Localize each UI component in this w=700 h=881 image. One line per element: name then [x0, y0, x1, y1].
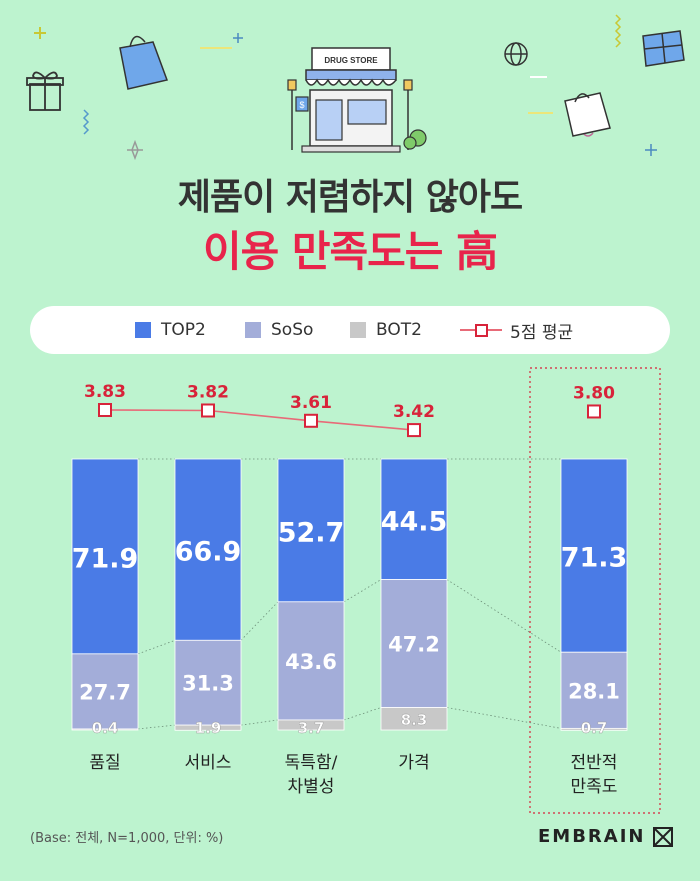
svg-text:$: $: [299, 100, 304, 110]
bar-bot2: [380, 707, 448, 731]
avg-label: 3.80: [573, 383, 615, 403]
legend-swatch-avg: [460, 322, 502, 338]
connector-line: [137, 724, 176, 730]
avg-label: 3.42: [393, 402, 435, 422]
legend-swatch-soso: [245, 322, 261, 338]
data-label-top2: 44.5: [381, 506, 448, 537]
legend-item-top2: TOP2: [135, 306, 206, 354]
category-label: 차별성: [288, 777, 335, 797]
data-label-soso: 28.1: [568, 679, 620, 703]
bar-soso: [277, 601, 345, 721]
embrain-logo: EMBRAIN: [538, 826, 674, 847]
avg-label: 3.61: [290, 393, 332, 413]
category-label: 전반적: [571, 753, 618, 773]
diamond-icon: [127, 139, 143, 161]
data-label-soso: 27.7: [79, 680, 131, 704]
bar-soso: [560, 651, 628, 729]
paper-bag-icon: [564, 92, 611, 137]
data-label-bot2: 3.7: [298, 719, 325, 737]
chart-legend: TOP2 SoSo BOT2 5점 평균: [30, 306, 670, 354]
category-label: 품질: [89, 753, 120, 773]
connector-line: [446, 707, 562, 729]
embrain-logo-icon: [653, 826, 674, 847]
avg-label: 3.82: [187, 382, 229, 402]
header-illustration: DRUG STORE $: [26, 14, 685, 161]
drug-store-icon: DRUG STORE $: [287, 47, 427, 153]
data-label-soso: 47.2: [388, 633, 440, 657]
data-label-bot2: 0.4: [92, 719, 119, 737]
avg-marker: [407, 423, 421, 438]
bar-top2: [380, 458, 448, 580]
connector-line: [343, 579, 382, 603]
sparkle-icon: [34, 27, 46, 39]
data-label-top2: 71.3: [561, 543, 628, 574]
legend-swatch-top2: [135, 322, 151, 338]
squiggle-icon: [82, 109, 90, 135]
bar-soso: [71, 653, 139, 730]
avg-marker: [304, 413, 318, 428]
legend-item-soso: SoSo: [245, 306, 313, 354]
bar-top2: [174, 458, 242, 641]
store-sign-text: DRUG STORE: [324, 56, 378, 65]
title-line1: 제품이 저렴하지 않아도: [177, 177, 523, 218]
gift-icon: [26, 71, 64, 111]
avg-line: [104, 409, 415, 431]
legend-item-bot2: BOT2: [350, 306, 422, 354]
legend-swatch-bot2: [350, 322, 366, 338]
squiggle-icon: [614, 14, 622, 48]
connector-line: [137, 639, 176, 655]
category-label: 서비스: [185, 753, 232, 773]
category-label: 가격: [398, 753, 429, 773]
stacked-bar-chart: 71.9 27.7 0.4 품질 66.9 31.3 1.9 서비스 52.7 43.6 3.7 독특…: [71, 367, 661, 814]
connector-line: [343, 707, 382, 721]
avg-marker: [587, 404, 601, 419]
data-label-bot2: 0.7: [581, 719, 608, 737]
bar-top2: [560, 458, 628, 653]
connector-line: [240, 601, 279, 641]
legend-item-avg: 5점 평균: [460, 306, 573, 354]
bar-top2: [277, 458, 345, 603]
sparkle-icon: [233, 33, 657, 156]
bar-bot2: [277, 719, 345, 731]
data-label-top2: 71.9: [72, 543, 139, 574]
category-label: 만족도: [571, 777, 618, 797]
base-note: (Base: 전체, N=1,000, 단위: %): [30, 831, 224, 846]
connector-line: [446, 579, 562, 653]
bar-top2: [71, 458, 139, 655]
bar-soso: [174, 639, 242, 726]
data-label-top2: 52.7: [278, 517, 345, 548]
bar-bot2: [560, 727, 628, 731]
bar-bot2: [71, 728, 139, 731]
bar-bot2: [174, 724, 242, 731]
overall-highlight-box: [529, 367, 661, 814]
category-label: 독특함/: [285, 753, 338, 773]
data-label-bot2: 1.9: [195, 719, 222, 737]
data-label-soso: 43.6: [285, 650, 337, 674]
gift-box-icon: [642, 30, 685, 67]
globe-icon: [504, 42, 528, 66]
title-line2: 이용 만족도는 高: [202, 227, 498, 276]
avg-marker: [98, 403, 112, 417]
data-label-top2: 66.9: [175, 537, 242, 568]
avg-marker: [201, 403, 215, 418]
data-label-bot2: 8.3: [401, 711, 428, 729]
connector-line: [240, 719, 279, 726]
avg-label: 3.83: [84, 382, 126, 402]
shopping-bag-icon: [119, 35, 168, 90]
data-label-soso: 31.3: [182, 672, 234, 696]
